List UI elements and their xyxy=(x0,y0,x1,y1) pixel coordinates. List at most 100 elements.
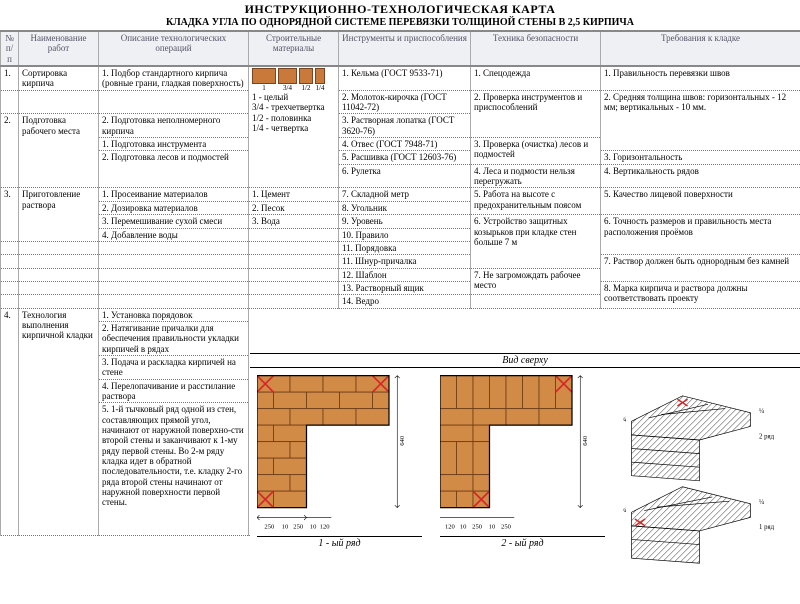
r3-ops2: 2. Дозировка материалов xyxy=(99,201,249,214)
r4-ops1: 1. Установка порядовок xyxy=(99,308,249,321)
dim-640-2: 640 xyxy=(582,435,589,446)
brick-34-icon xyxy=(278,68,297,84)
r4-name: Технология выполнения кирпичной кладки xyxy=(19,308,99,536)
r2-name: Подготовка рабочего места xyxy=(19,114,99,188)
mat-1: 1 - целый xyxy=(252,92,335,102)
frac-14-b: ¼ xyxy=(759,499,764,506)
tool-6: 6. Рулетка xyxy=(339,164,471,188)
safety-2: 2. Проверка инструментов и приспособлени… xyxy=(471,90,601,137)
col-name: Наименование работ xyxy=(19,31,99,66)
diagram-title: Вид сверху xyxy=(250,354,800,368)
row-1b: 2. Молоток-кирочка (ГОСТ 11042-72) 2. Пр… xyxy=(1,90,800,114)
req-4: 4. Вертикальность рядов xyxy=(601,164,800,188)
doc-title: ИНСТРУКЦИОННО-ТЕХНОЛОГИЧЕСКАЯ КАРТА КЛАД… xyxy=(0,0,800,30)
safety-1: 1. Спецодежда xyxy=(471,66,601,90)
mat-14: 1/4 - четвертка xyxy=(252,123,335,133)
plan-1: 640 250 10 250 10 120 1 - ый ряд xyxy=(257,374,422,574)
row-4a: 4. Технология выполнения кирпичной кладк… xyxy=(1,308,800,321)
mat-cement: 1. Цемент xyxy=(249,188,339,201)
r3-num: 3. xyxy=(1,188,19,241)
r2-ops1: 2. Подготовка неполномерного кирпича xyxy=(99,114,249,138)
dim-640-1: 640 xyxy=(399,435,406,446)
safety-4: 4. Леса и подмости нельзя перегружать xyxy=(471,164,601,188)
axo-views: ¼ 2 ряд ¾ ¼ xyxy=(623,374,793,574)
dim-250-1b: 250 xyxy=(293,523,304,530)
r2-num: 2. xyxy=(1,114,19,188)
tool-4: 4. Отвес (ГОСТ 7948-71) xyxy=(339,138,471,151)
mat-sand: 2. Песок xyxy=(249,201,339,214)
dim-10-1b: 10 xyxy=(310,523,317,530)
row-3a: 3. Приготовление раствора 1. Просеивание… xyxy=(1,188,800,201)
row-3f: 11. Шнур-причалка 7. Раствор должен быть… xyxy=(1,255,800,268)
brick-12-icon xyxy=(299,68,313,84)
tool-2: 2. Молоток-кирочка (ГОСТ 11042-72) xyxy=(339,90,471,114)
brick-1-icon xyxy=(252,68,276,84)
safety-6: 6. Устройство защитных козырьков при кла… xyxy=(471,215,601,268)
table-header-row: № п/п Наименование работ Описание технол… xyxy=(1,31,800,66)
label-1row: 1 ряд xyxy=(759,524,775,531)
title-line-1: ИНСТРУКЦИОННО-ТЕХНОЛОГИЧЕСКАЯ КАРТА xyxy=(0,0,800,17)
tool-5: 5. Расшивка (ГОСТ 12603-76) xyxy=(339,151,471,164)
req-6: 6. Точность размеров и правильность мест… xyxy=(601,215,800,255)
r4-ops3: 3. Подача и раскладка кирпичей на стене xyxy=(99,355,249,379)
r4-num: 4. xyxy=(1,308,19,536)
safety-5: 5. Работа на высоте с предохранительным … xyxy=(471,188,601,215)
row-2c: 2. Подготовка лесов и подмостей 5. Расши… xyxy=(1,151,800,164)
materials-cell: 1 3/4 1/2 1/4 1 - целый 3/4 - трехчетвер… xyxy=(249,66,339,188)
dim-250-1a: 250 xyxy=(264,523,275,530)
dim-10-2a: 10 xyxy=(460,523,467,530)
col-safety: Техника безопасности xyxy=(471,31,601,66)
frac-34-a: ¾ xyxy=(623,416,626,423)
req-7: 7. Раствор должен быть однородным без ка… xyxy=(601,255,800,282)
brick-14-icon xyxy=(315,68,325,84)
plan-2-svg: 640 120 10 250 10 250 xyxy=(440,374,605,534)
mat-34: 3/4 - трехчетвертка xyxy=(252,102,335,112)
diagram-block: Вид сверху xyxy=(250,353,800,604)
tool-11b: 11. Шнур-причалка xyxy=(339,255,471,268)
r1-num: 1. xyxy=(1,66,19,90)
title-line-2: КЛАДКА УГЛА ПО ОДНОРЯДНОЙ СИСТЕМЕ ПЕРЕВЯ… xyxy=(0,17,800,30)
tool-13: 13. Растворный ящик xyxy=(339,281,471,294)
col-materials: Строительные материалы xyxy=(249,31,339,66)
req-1: 1. Правильность перевязки швов xyxy=(601,66,800,90)
tool-10: 10. Правило xyxy=(339,228,471,241)
dim-120-1: 120 xyxy=(320,523,331,530)
col-tools: Инструменты и приспособления xyxy=(339,31,471,66)
req-2: 2. Средняя толщина швов: горизонтальных … xyxy=(601,90,800,151)
dim-10-1a: 10 xyxy=(282,523,289,530)
r4-ops5: 5. 1-й тычковый ряд одной из стен, соста… xyxy=(99,403,249,536)
row-3c: 3. Перемешивание сухой смеси 3. Вода 9. … xyxy=(1,215,800,228)
plan-2-label: 2 - ый ряд xyxy=(440,536,605,549)
axo-svg: ¼ 2 ряд ¾ ¼ xyxy=(623,374,793,574)
tool-14: 14. Ведро xyxy=(339,295,471,308)
mat-water: 3. Вода xyxy=(249,215,339,228)
tool-1: 1. Кельма (ГОСТ 9533-71) xyxy=(339,66,471,90)
r2-ops2: 1. Подготовка инструмента xyxy=(99,138,249,151)
frac-14-a: ¼ xyxy=(759,408,764,415)
tool-8: 8. Угольник xyxy=(339,201,471,214)
row-1: 1. Сортировка кирпича 1. Подбор стандарт… xyxy=(1,66,800,90)
col-req: Требования к кладке xyxy=(601,31,800,66)
frac-34-b: ¾ xyxy=(623,507,626,514)
tool-3: 3. Растворная лопатка (ГОСТ 3620-76) xyxy=(339,114,471,138)
brick-swatches xyxy=(252,68,335,84)
r1-ops: 1. Подбор стандартного кирпича (ровные г… xyxy=(99,66,249,90)
dim-120-2: 120 xyxy=(445,523,456,530)
r4-ops2: 2. Натягивание причалки для обеспечения … xyxy=(99,321,249,355)
r2-ops3: 2. Подготовка лесов и подмостей xyxy=(99,151,249,188)
plan-2: 640 120 10 250 10 250 2 - ый ряд xyxy=(440,374,605,574)
label-2row: 2 ряд xyxy=(759,433,775,440)
req-5: 5. Качество лицевой поверхности xyxy=(601,188,800,215)
r3-name: Приготовление раствора xyxy=(19,188,99,241)
dim-250-2a: 250 xyxy=(472,523,483,530)
dim-250-2b: 250 xyxy=(501,523,512,530)
brick-labels: 1 3/4 1/2 1/4 xyxy=(252,84,335,92)
tool-9: 9. Уровень xyxy=(339,215,471,228)
r4-ops4: 4. Перелопачивание и расстилание раствор… xyxy=(99,379,249,403)
row-3h: 13. Растворный ящик 8. Марка кирпича и р… xyxy=(1,281,800,294)
dim-10-2b: 10 xyxy=(489,523,496,530)
tool-11: 11. Порядовка xyxy=(339,241,471,254)
plan-1-label: 1 - ый ряд xyxy=(257,536,422,549)
r3-ops1: 1. Просеивание материалов xyxy=(99,188,249,201)
req-8: 8. Марка кирпича и раствора должны соотв… xyxy=(601,281,800,308)
